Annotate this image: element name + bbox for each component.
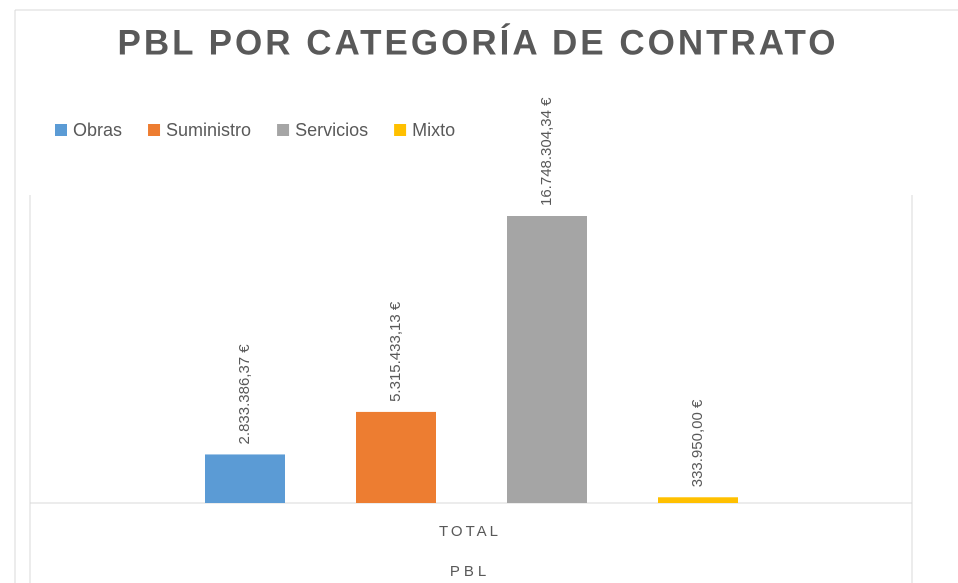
data-label: 16.748.304,34 € [538, 97, 555, 206]
data-label: 5.315.433,13 € [387, 301, 404, 402]
bar [356, 411, 436, 503]
data-label: 333.950,00 € [689, 399, 706, 487]
legend-swatch [394, 124, 407, 136]
data-label: 2.833.386,37 € [236, 344, 253, 445]
legend-swatch [55, 124, 67, 136]
legend-label: Suministro [166, 120, 251, 140]
x-axis-title: PBL [450, 563, 490, 580]
legend-label: Mixto [412, 120, 455, 140]
x-tick-label: TOTAL [439, 523, 501, 540]
legend-swatch [148, 124, 161, 136]
legend-label: Obras [73, 120, 122, 140]
chart-title: PBL POR CATEGORÍA DE CONTRATO [118, 22, 839, 62]
legend-label: Servicios [295, 120, 368, 140]
bar [658, 497, 738, 503]
legend-swatch [277, 124, 290, 136]
bar [507, 216, 587, 503]
bar [205, 454, 285, 503]
